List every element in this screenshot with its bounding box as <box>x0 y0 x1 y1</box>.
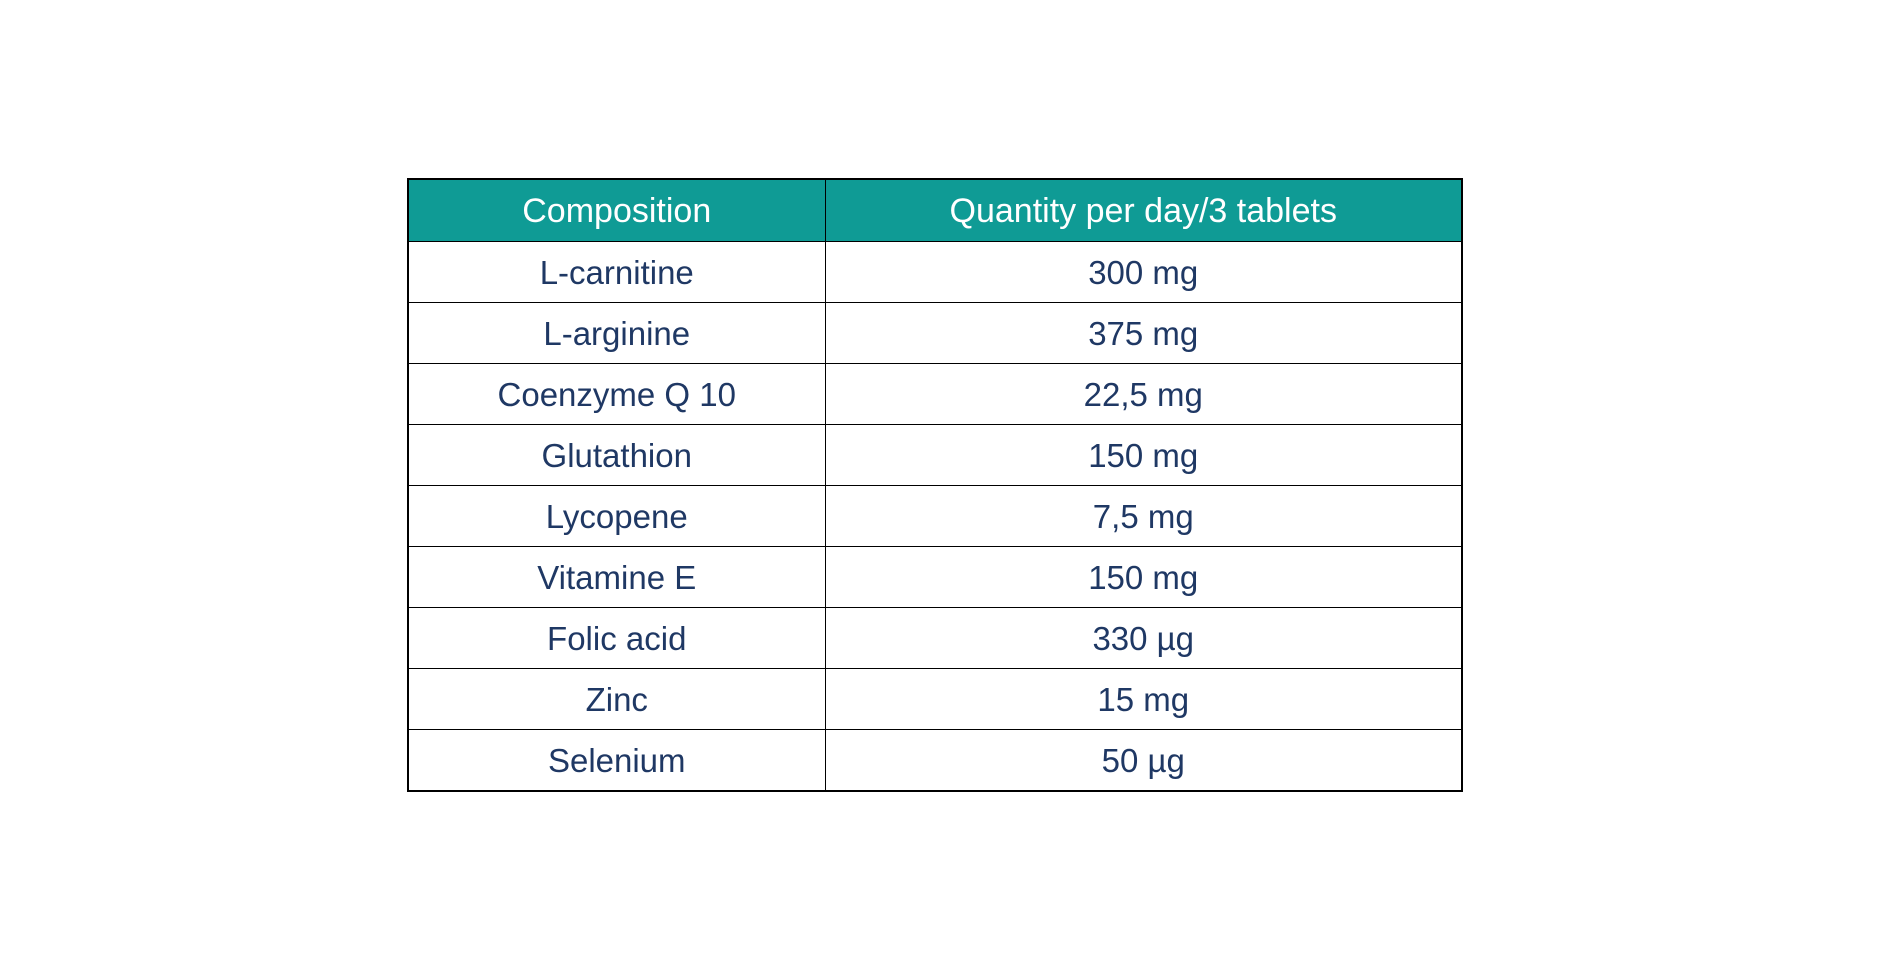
composition-cell: Selenium <box>407 729 826 792</box>
composition-table: Composition Quantity per day/3 tablets L… <box>407 178 1463 792</box>
table-row: L-arginine 375 mg <box>407 302 1463 364</box>
quantity-cell: 330 µg <box>824 607 1463 669</box>
composition-cell: L-arginine <box>407 302 826 364</box>
quantity-cell: 22,5 mg <box>824 363 1463 425</box>
quantity-cell: 7,5 mg <box>824 485 1463 547</box>
composition-cell: Glutathion <box>407 424 826 486</box>
quantity-cell: 150 mg <box>824 424 1463 486</box>
table-row: Zinc 15 mg <box>407 668 1463 730</box>
header-row: Composition Quantity per day/3 tablets <box>407 178 1463 242</box>
quantity-cell: 300 mg <box>824 241 1463 303</box>
composition-table-container: Composition Quantity per day/3 tablets L… <box>407 178 1463 792</box>
composition-cell: Zinc <box>407 668 826 730</box>
composition-cell: Coenzyme Q 10 <box>407 363 826 425</box>
table-row: Vitamine E 150 mg <box>407 546 1463 608</box>
composition-cell: Folic acid <box>407 607 826 669</box>
quantity-cell: 15 mg <box>824 668 1463 730</box>
table-row: Glutathion 150 mg <box>407 424 1463 486</box>
quantity-cell: 375 mg <box>824 302 1463 364</box>
table-row: Coenzyme Q 10 22,5 mg <box>407 363 1463 425</box>
composition-cell: Lycopene <box>407 485 826 547</box>
quantity-cell: 50 µg <box>824 729 1463 792</box>
table-row: L-carnitine 300 mg <box>407 241 1463 303</box>
composition-cell: Vitamine E <box>407 546 826 608</box>
table-row: Selenium 50 µg <box>407 729 1463 792</box>
composition-cell: L-carnitine <box>407 241 826 303</box>
column-header-composition: Composition <box>407 178 826 242</box>
table-row: Lycopene 7,5 mg <box>407 485 1463 547</box>
quantity-cell: 150 mg <box>824 546 1463 608</box>
column-header-quantity: Quantity per day/3 tablets <box>824 178 1463 242</box>
table-row: Folic acid 330 µg <box>407 607 1463 669</box>
